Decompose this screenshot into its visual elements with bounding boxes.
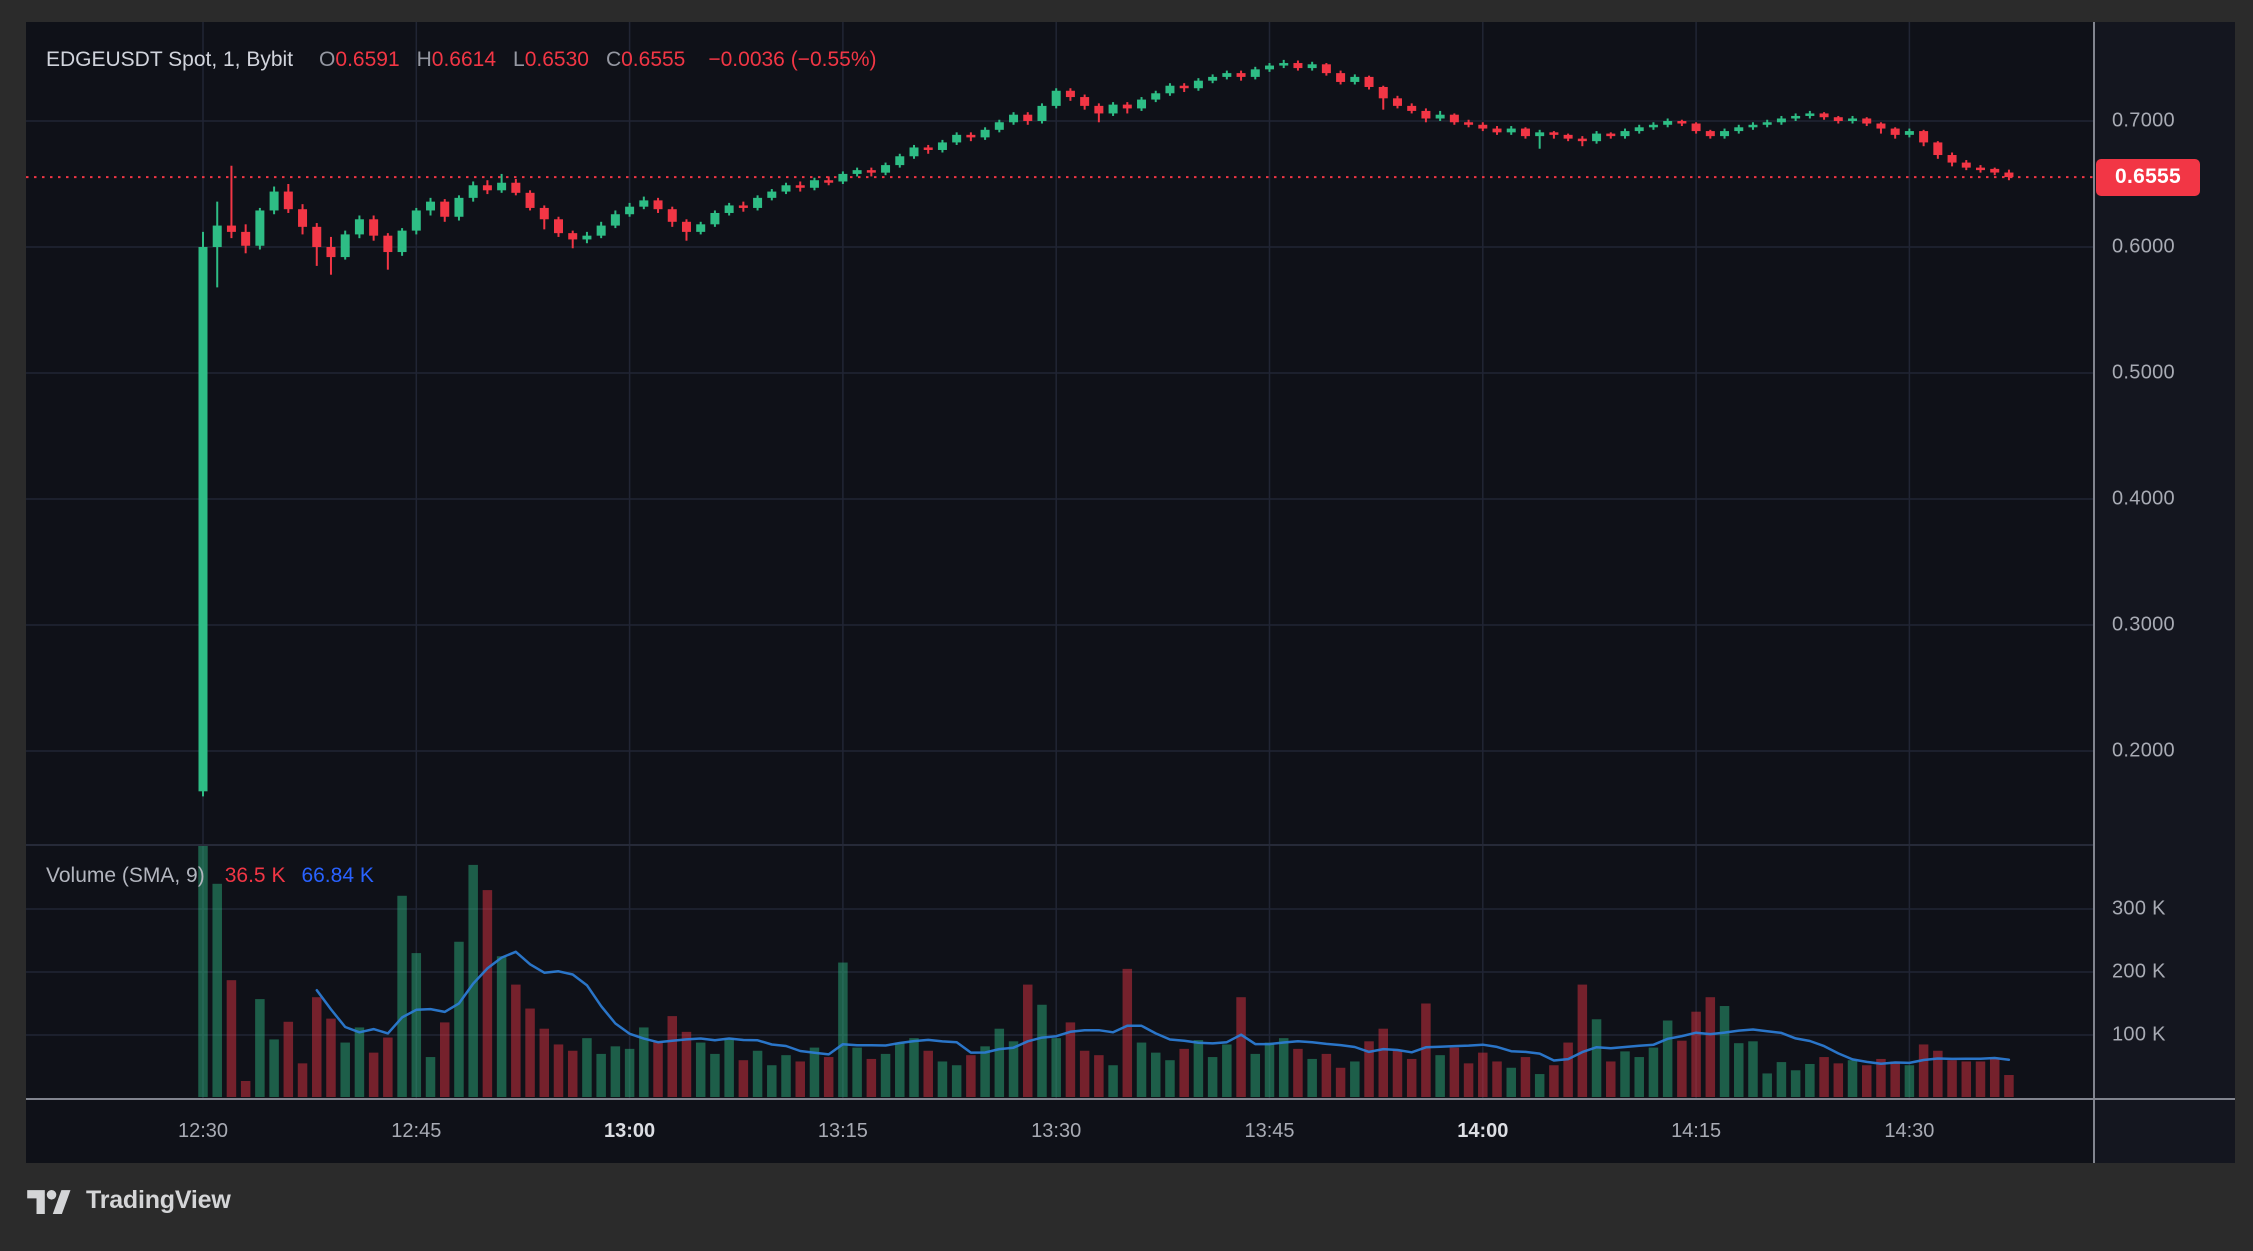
- volume-sma-value: 66.84 K: [301, 864, 374, 887]
- open-label: O: [319, 48, 336, 71]
- time-axis-label: 14:15: [1671, 1120, 1722, 1142]
- volume-current-value: 36.5 K: [224, 864, 286, 887]
- price-axis-label: 0.6000: [2112, 235, 2175, 258]
- last-price-tag: 0.6555: [2096, 158, 2200, 196]
- time-axis-label: 12:45: [391, 1120, 442, 1142]
- price-axis-label: 0.2000: [2112, 739, 2175, 762]
- tradingview-wordmark: TradingView: [86, 1186, 231, 1214]
- volume-legend: Volume (SMA, 9) 36.5 K 66.84 K: [46, 864, 374, 888]
- low-value: 0.6530: [524, 48, 589, 71]
- time-axis-label: 12:30: [177, 1120, 229, 1142]
- ohlc-legend: EDGEUSDT Spot, 1, Bybit O 0.6591 H 0.661…: [46, 48, 876, 72]
- close-value: 0.6555: [621, 48, 686, 71]
- time-axis-label: 14:30: [1884, 1120, 1935, 1142]
- volume-axis-label: 300 K: [2112, 897, 2166, 920]
- close-label: C: [605, 48, 622, 71]
- last-price-tag-text: 0.6555: [2114, 165, 2182, 189]
- symbol-title[interactable]: EDGEUSDT Spot, 1, Bybit: [46, 48, 294, 71]
- time-axis-label: 13:00: [604, 1120, 656, 1142]
- low-label: L: [513, 48, 525, 71]
- high-value: 0.6614: [431, 48, 497, 71]
- time-axis-label: 13:45: [1244, 1120, 1295, 1142]
- change-value: −0.0036 (−0.55%): [708, 48, 877, 71]
- time-axis-label: 14:00: [1457, 1120, 1509, 1142]
- volume-axis-label: 200 K: [2112, 960, 2166, 983]
- open-value: 0.6591: [335, 48, 400, 71]
- price-axis-label: 0.3000: [2112, 613, 2175, 636]
- price-axis-label: 0.4000: [2112, 487, 2175, 510]
- tradingview-attribution-link[interactable]: TradingView: [27, 1186, 231, 1215]
- tradingview-logo-icon: [27, 1190, 71, 1214]
- price-axis-label: 0.7000: [2112, 109, 2175, 132]
- time-axis-label: 13:30: [1031, 1120, 1082, 1142]
- time-axis-label: 13:15: [817, 1120, 868, 1142]
- high-label: H: [416, 48, 432, 71]
- price-pane[interactable]: [26, 22, 2094, 845]
- volume-legend-title[interactable]: Volume (SMA, 9): [46, 864, 205, 887]
- price-axis-label: 0.5000: [2112, 361, 2175, 384]
- volume-axis-label: 100 K: [2112, 1023, 2166, 1046]
